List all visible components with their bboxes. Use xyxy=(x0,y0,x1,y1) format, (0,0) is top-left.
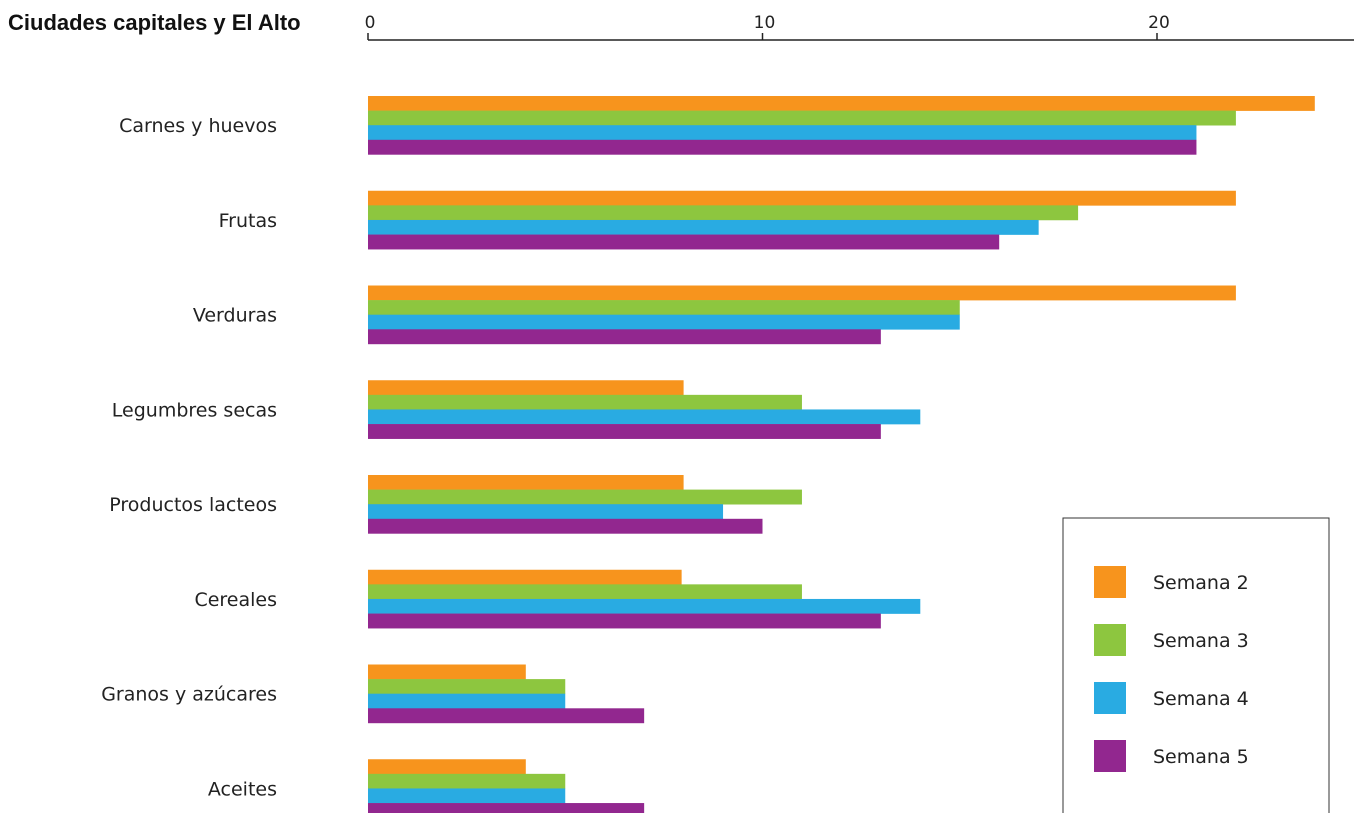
bar xyxy=(368,803,645,813)
category-label: Verduras xyxy=(193,305,277,327)
legend-label: Semana 2 xyxy=(1153,572,1249,594)
legend-swatch xyxy=(1094,566,1126,598)
bar xyxy=(368,314,960,330)
legend-label: Semana 4 xyxy=(1153,688,1249,710)
bar xyxy=(368,139,1197,155)
category-labels: Carnes y huevos Frutas Verduras Legumbres s… xyxy=(101,115,277,800)
bar xyxy=(368,569,682,585)
bar xyxy=(368,424,881,439)
bar xyxy=(368,693,566,709)
bar xyxy=(368,788,566,804)
bar xyxy=(368,409,921,425)
bar xyxy=(368,190,1236,206)
category-label: Aceites xyxy=(208,778,277,800)
category-label: Frutas xyxy=(219,210,277,232)
bar xyxy=(368,234,1000,250)
bar xyxy=(368,584,802,600)
bars xyxy=(368,96,1315,813)
legend: Semana 2 Semana 3 Semana 4 Semana 5 xyxy=(1062,517,1330,813)
bar xyxy=(368,380,684,396)
legend-swatch xyxy=(1094,740,1126,772)
bar xyxy=(368,679,566,694)
legend-swatch xyxy=(1094,682,1126,714)
bar xyxy=(368,664,526,680)
bar xyxy=(368,708,645,724)
bar xyxy=(368,475,684,490)
category-label: Cereales xyxy=(194,589,277,611)
bar xyxy=(368,773,566,789)
x-axis-ticks: 0 10 20 xyxy=(365,13,1170,40)
category-label: Granos y azúcares xyxy=(101,684,277,706)
x-tick-label: 20 xyxy=(1148,13,1170,33)
category-label: Legumbres secas xyxy=(112,399,277,421)
bar xyxy=(368,394,802,410)
x-tick-label: 0 xyxy=(365,13,376,33)
bar xyxy=(368,329,881,345)
bar xyxy=(368,504,724,520)
legend-label: Semana 5 xyxy=(1153,746,1249,768)
bar xyxy=(368,219,1039,235)
legend-swatch xyxy=(1094,624,1126,656)
bar xyxy=(368,285,1236,301)
bar xyxy=(368,489,802,505)
category-label: Productos lacteos xyxy=(109,494,277,516)
bar xyxy=(368,96,1315,111)
bar xyxy=(368,518,763,534)
bar xyxy=(368,300,960,315)
bar xyxy=(368,598,921,614)
chart-title: Ciudades capitales y El Alto xyxy=(8,10,301,35)
bar xyxy=(368,125,1197,141)
bar xyxy=(368,759,526,775)
bar xyxy=(368,205,1079,221)
category-label: Carnes y huevos xyxy=(119,115,277,137)
bar xyxy=(368,110,1236,126)
x-tick-label: 10 xyxy=(754,13,776,33)
bar xyxy=(368,613,881,629)
legend-label: Semana 3 xyxy=(1153,630,1249,652)
